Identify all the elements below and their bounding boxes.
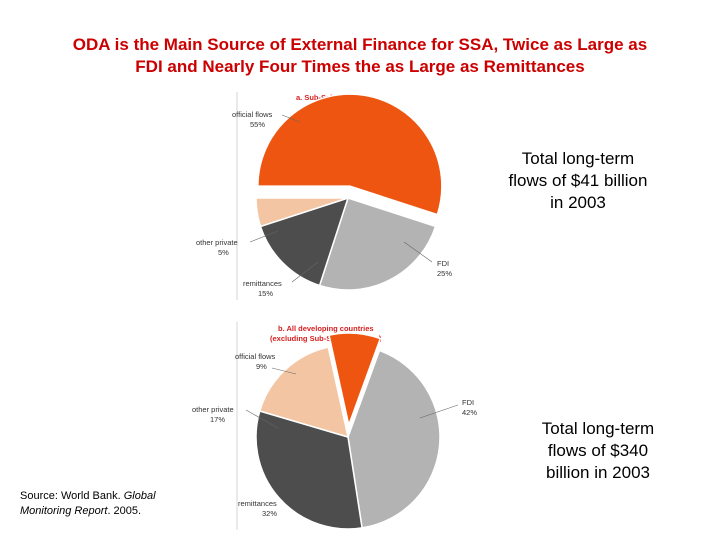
note-line: flows of $340 — [547, 441, 649, 460]
pie-slice-other-private-developing — [258, 346, 350, 439]
slices-developing — [255, 332, 441, 530]
slices-ssa — [255, 93, 443, 291]
slice-label-value: 17% — [210, 415, 225, 424]
pie-slice-remittances-developing — [255, 410, 363, 530]
pie-slice-fdi-developing — [347, 349, 441, 529]
note-line: flows of $41 billion — [508, 171, 648, 190]
slice-label-value: 5% — [218, 248, 229, 257]
slice-label-value: 55% — [250, 120, 265, 129]
slide-title-line-1: ODA is the Main Source of External Finan… — [72, 35, 648, 54]
note-line: Total long-term — [541, 419, 655, 438]
leader-line — [281, 114, 301, 123]
pie-slice-official-flows-developing — [328, 332, 382, 428]
source-title-1: Global — [123, 490, 156, 502]
slice-label-value: 32% — [262, 509, 277, 518]
note-developing-total: Total long-term flows of $340 billion in… — [498, 418, 698, 484]
slice-label-value: 25% — [437, 269, 452, 278]
slide-title-line-2: FDI and Nearly Four Times the as Large a… — [135, 57, 585, 76]
note-line: Total long-term — [521, 149, 635, 168]
panel-title-developing-line-1: b. All developing countries — [278, 324, 374, 333]
slice-label-other-private-developing: other private 17% — [192, 405, 279, 429]
slice-label-remittances-developing: remittances 32% — [238, 499, 277, 518]
pie-slice-other-private-ssa — [255, 197, 349, 228]
slice-label-value: 42% — [462, 408, 477, 417]
slice-label-official-flows-ssa: official flows 55% — [232, 110, 301, 129]
source-note: Source: World Bank. Global Monitoring Re… — [20, 489, 210, 519]
slice-label-official-flows-developing: official flows 9% — [235, 352, 297, 375]
slice-label-fdi-developing: FDI 42% — [419, 398, 477, 419]
slice-label-name: remittances — [238, 499, 277, 508]
source-prefix: Source: World Bank. — [20, 490, 124, 502]
slice-label-name: official flows — [232, 110, 273, 119]
leader-line — [245, 409, 279, 429]
source-title-2: Monitoring Report — [20, 505, 108, 517]
leader-line — [419, 404, 459, 419]
slice-label-remittances-ssa: remittances 15% — [243, 261, 319, 298]
pie-slice-official-flows-ssa — [257, 93, 443, 216]
note-line: in 2003 — [550, 193, 606, 212]
slice-label-name: remittances — [243, 279, 282, 288]
slice-label-fdi-ssa: FDI 25% — [403, 241, 452, 278]
slice-label-name: FDI — [462, 398, 474, 407]
slice-label-value: 9% — [256, 362, 267, 371]
slice-label-name: FDI — [437, 259, 449, 268]
slice-label-value: 15% — [258, 289, 273, 298]
note-line: billion in 2003 — [546, 463, 650, 482]
slide-title: ODA is the Main Source of External Finan… — [0, 34, 720, 78]
panel-title-developing-line-2: (excluding Sub-Saharan Africa) — [270, 334, 382, 343]
slice-label-name: other private — [196, 238, 238, 247]
leader-line — [249, 230, 279, 243]
source-suffix: . 2005. — [107, 505, 142, 517]
leader-line — [271, 367, 297, 375]
leader-line — [403, 241, 433, 263]
slice-label-other-private-ssa: other private 5% — [196, 230, 279, 257]
leader-line — [291, 261, 319, 283]
slice-label-name: official flows — [235, 352, 276, 361]
slice-label-name: other private — [192, 405, 234, 414]
pie-chart-ssa: a. Sub-Saharan Africa official flows 55%… — [196, 92, 452, 300]
pie-slice-fdi-ssa — [318, 197, 437, 291]
pie-chart-developing: b. All developing countries (excluding S… — [192, 322, 477, 530]
note-ssa-total: Total long-term flows of $41 billion in … — [478, 148, 678, 214]
